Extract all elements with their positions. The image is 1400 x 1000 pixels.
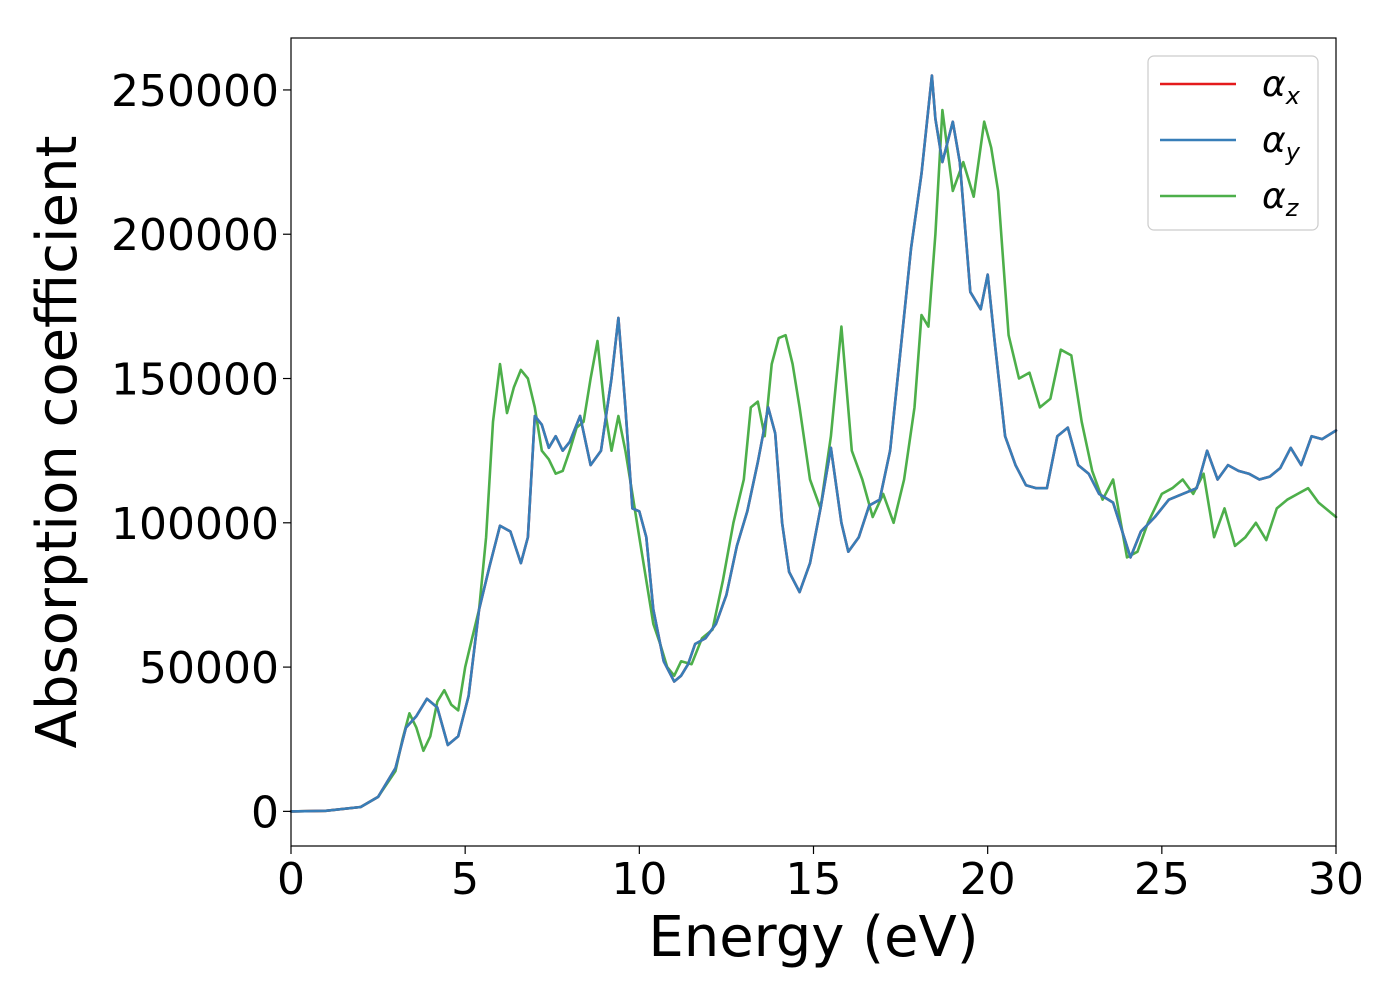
series-layer	[289, 74, 1338, 813]
y-tick-label: 50000	[139, 643, 279, 694]
x-tick-label: 15	[786, 854, 842, 905]
x-tick-label: 10	[611, 854, 667, 905]
legend-label-z: αz	[1262, 176, 1300, 222]
series-line-y	[289, 74, 1338, 813]
x-tick-label: 30	[1308, 854, 1364, 905]
y-tick-label: 100000	[111, 499, 279, 550]
legend-box	[1147, 55, 1319, 231]
y-axis-ticks: 0 50000 100000 150000 200000 250000	[111, 66, 291, 838]
x-tick-label: 25	[1134, 854, 1190, 905]
x-tick-label: 0	[277, 854, 305, 905]
legend-label-x: αx	[1262, 64, 1301, 110]
x-tick-label: 5	[451, 854, 479, 905]
y-tick-label: 0	[251, 787, 279, 838]
legend-label-y: αy	[1262, 120, 1301, 166]
x-axis-ticks: 0 5 10 15 20 25 30	[277, 846, 1364, 905]
x-axis-label: Energy (eV)	[648, 905, 978, 970]
y-tick-label: 150000	[111, 355, 279, 406]
y-tick-label: 200000	[111, 210, 279, 261]
y-axis-label: Absorption coefficient	[25, 136, 90, 749]
legend: αx αy αz	[1147, 55, 1319, 231]
x-tick-label: 20	[960, 854, 1016, 905]
y-tick-label: 250000	[111, 66, 279, 117]
